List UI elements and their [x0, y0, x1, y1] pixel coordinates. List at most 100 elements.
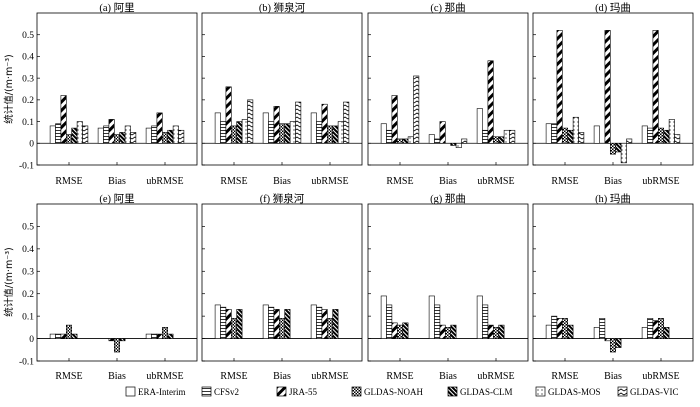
legend-item: GLDAS-VIC: [617, 386, 679, 397]
bar: [268, 121, 275, 144]
legend-swatch: [351, 386, 362, 397]
bar: [310, 304, 317, 339]
panel-title: (a) 阿里: [99, 2, 134, 14]
chart-panel: (e) 阿里 -0.1 0 0.1 0.2 0.3 0.4 0.5 统计值/(m·m⁻³) RMS…: [3, 193, 198, 382]
y-tick-label: 0.5: [22, 31, 34, 41]
bar: [268, 306, 275, 339]
x-tick-label: Bias: [273, 371, 291, 382]
legend-swatch: [447, 386, 458, 397]
bar: [652, 30, 659, 144]
x-tick-label: RMSE: [551, 371, 578, 382]
bar: [114, 134, 121, 144]
bar: [428, 134, 435, 144]
bar: [641, 327, 648, 339]
legend-item: JRA-55: [276, 386, 318, 397]
bar: [396, 324, 403, 339]
y-tick-label: 0.3: [22, 74, 34, 84]
y-tick-label: 0.1: [22, 312, 34, 322]
legend-item: GLDAS-MOS: [535, 386, 601, 397]
legend-swatch: [617, 386, 628, 397]
bar: [407, 136, 414, 144]
bar: [604, 338, 611, 342]
chart-panel: (a) 阿里 -0.1 0 0.1 0.2 0.3 0.4 0.5 统计值/(m·m⁻³) RMS…: [3, 2, 198, 187]
panel-title: (d) 玛曲: [595, 2, 631, 14]
bar: [615, 142, 622, 153]
x-tick-label: RMSE: [386, 176, 413, 187]
bar: [278, 123, 285, 144]
bar: [66, 134, 73, 144]
y-axis-label: 统计值/(m·m⁻³): [3, 247, 15, 316]
bar: [145, 127, 152, 144]
legend-swatch: [535, 386, 546, 397]
bar: [498, 324, 505, 339]
bar: [316, 121, 323, 144]
bar: [615, 338, 622, 348]
legend-label: CFSv2: [214, 387, 239, 397]
bar: [162, 132, 169, 144]
bar: [492, 327, 499, 339]
bar: [641, 125, 648, 144]
y-tick-label: 0: [29, 335, 34, 345]
x-tick-label: RMSE: [220, 371, 247, 382]
bar: [476, 295, 483, 339]
bar: [55, 123, 62, 144]
bar: [220, 121, 227, 144]
bar: [599, 318, 606, 339]
bar: [450, 142, 457, 146]
panel-title: (h) 玛曲: [595, 193, 631, 205]
bar: [231, 125, 238, 144]
chart-panel: (c) 那曲 RMSE Bias ubRMSE: [367, 2, 529, 187]
legend-label: GLDAS-NOAH: [364, 387, 423, 397]
bar: [503, 129, 510, 144]
bar: [657, 127, 664, 144]
bar: [439, 121, 446, 144]
bar: [386, 129, 393, 144]
chart-panel: (g) 那曲 RMSE Bias ubRMSE: [367, 193, 529, 382]
x-tick-label: Bias: [439, 176, 457, 187]
bar: [476, 108, 483, 144]
bar: [278, 318, 285, 339]
bar: [402, 138, 409, 144]
bar: [262, 112, 269, 144]
bar: [487, 324, 494, 339]
x-tick-label: Bias: [108, 371, 126, 382]
bar: [482, 129, 489, 144]
bar: [578, 132, 585, 144]
bar: [295, 101, 302, 144]
bar: [247, 99, 254, 144]
y-tick-label: -0.1: [19, 161, 34, 171]
bar: [663, 129, 670, 144]
bar: [647, 127, 654, 144]
bar: [167, 333, 174, 339]
bar: [156, 333, 163, 339]
legend-item: ERA-Interim: [125, 386, 186, 397]
bar: [498, 136, 505, 144]
bar: [567, 324, 574, 339]
bar: [167, 129, 174, 144]
bar: [343, 101, 350, 144]
bar: [545, 324, 552, 339]
bar: [284, 309, 291, 339]
bar: [145, 333, 152, 339]
bar: [130, 132, 137, 144]
bar: [97, 127, 104, 144]
panel-title: (g) 那曲: [430, 193, 466, 205]
bar: [657, 318, 664, 339]
bar: [214, 112, 221, 144]
x-tick-label: RMSE: [551, 176, 578, 187]
bar: [76, 121, 83, 144]
bar: [450, 324, 457, 339]
legend-item: GLDAS-NOAH: [351, 386, 423, 397]
bar: [593, 125, 600, 144]
bar: [108, 119, 115, 144]
x-tick-label: ubRMSE: [642, 176, 679, 187]
bar: [434, 304, 441, 339]
bar: [386, 304, 393, 339]
bar: [428, 295, 435, 339]
x-tick-label: ubRMSE: [477, 371, 514, 382]
panel-title: (c) 那曲: [430, 2, 465, 14]
bar: [556, 30, 563, 144]
bar: [119, 132, 126, 144]
